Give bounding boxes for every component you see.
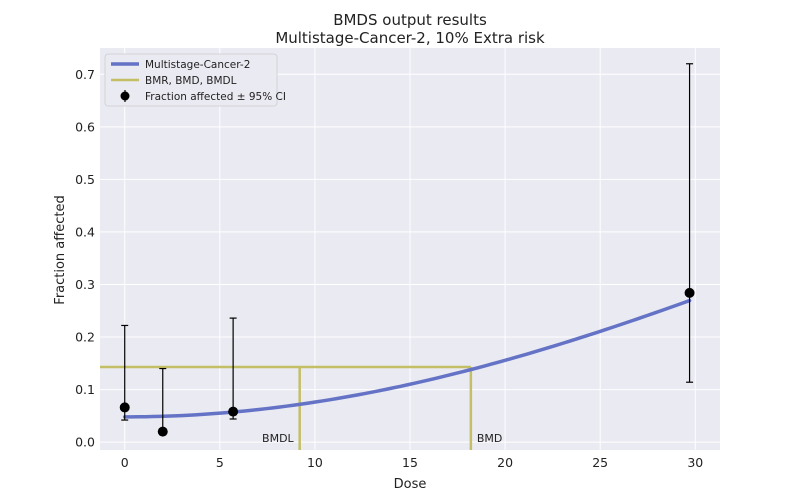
legend-point-swatch (120, 91, 130, 101)
legend-points-label: Fraction affected ± 95% CI (145, 91, 286, 103)
x-tick-label: 25 (592, 455, 608, 470)
y-tick-label: 0.0 (75, 435, 95, 450)
y-tick-label: 0.5 (75, 172, 95, 187)
y-tick-label: 0.3 (75, 277, 95, 292)
bmdl-label: BMDL (262, 432, 295, 445)
legend-bmr-label: BMR, BMD, BMDL (145, 75, 237, 87)
bmd-label: BMD (477, 432, 503, 445)
observations (119, 63, 695, 437)
y-tick-label: 0.4 (75, 224, 95, 239)
data-point (157, 426, 168, 437)
chart-subtitle: Multistage-Cancer-2, 10% Extra risk (275, 29, 545, 47)
data-point (119, 402, 130, 413)
data-point (684, 287, 695, 298)
x-tick-label: 0 (121, 455, 129, 470)
y-tick-label: 0.6 (75, 119, 95, 134)
data-point (228, 406, 239, 417)
chart-title: BMDS output results (333, 11, 487, 29)
x-tick-label: 30 (687, 455, 703, 470)
y-tick-label: 0.7 (75, 67, 95, 82)
y-tick-label: 0.2 (75, 330, 95, 345)
model-curve (122, 298, 692, 419)
axis-ticks: 0 5 10 15 20 25 30 0.0 0.1 0.2 0.3 0.4 0.5 0.6 0.7 (75, 67, 703, 470)
legend: Multistage-Cancer-2 BMR, BMD, BMDL Fractio… (104, 53, 286, 107)
legend-box (104, 53, 278, 107)
grid (100, 48, 720, 450)
y-tick-label: 0.1 (75, 382, 95, 397)
model-curve-group (122, 298, 692, 419)
x-axis-label: Dose (394, 477, 427, 492)
bmr-lines: BMD BMDL (100, 365, 503, 450)
x-tick-label: 20 (497, 455, 513, 470)
x-tick-label: 10 (307, 455, 323, 470)
x-tick-label: 15 (402, 455, 418, 470)
y-axis-label: Fraction affected (53, 195, 68, 304)
legend-model-label: Multistage-Cancer-2 (145, 59, 250, 71)
x-tick-label: 5 (216, 455, 224, 470)
